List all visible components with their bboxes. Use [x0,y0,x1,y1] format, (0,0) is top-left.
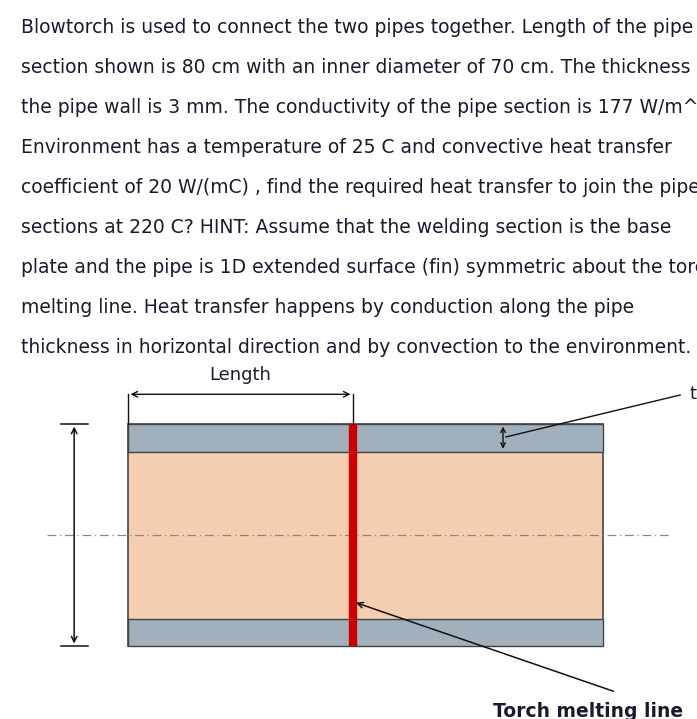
Text: Blowtorch is used to connect the two pipes together. Length of the pipe: Blowtorch is used to connect the two pip… [21,18,693,37]
Bar [128,423,603,646]
Text: Length: Length [210,367,271,385]
Text: melting line. Heat transfer happens by conduction along the pipe: melting line. Heat transfer happens by c… [21,298,634,317]
Text: plate and the pipe is 1D extended surface (fin) symmetric about the torch: plate and the pipe is 1D extended surfac… [21,258,697,277]
Text: sections at 220 C? HINT: Assume that the welding section is the base: sections at 220 C? HINT: Assume that the… [21,218,671,237]
Text: thickness in horizontal direction and by convection to the environment.: thickness in horizontal direction and by… [21,338,691,357]
Text: thickness: thickness [690,385,697,403]
Text: the pipe wall is 3 mm. The conductivity of the pipe section is 177 W/m^2K.: the pipe wall is 3 mm. The conductivity … [21,98,697,117]
Text: Environment has a temperature of 25 C and convective heat transfer: Environment has a temperature of 25 C an… [21,138,671,157]
Text: Torch melting line: Torch melting line [493,702,683,719]
Text: coefficient of 20 W/(mC) , find the required heat transfer to join the pipe: coefficient of 20 W/(mC) , find the requ… [21,178,697,197]
Bar [128,618,603,646]
Bar [128,423,603,452]
Text: section shown is 80 cm with an inner diameter of 70 cm. The thickness of: section shown is 80 cm with an inner dia… [21,58,697,77]
